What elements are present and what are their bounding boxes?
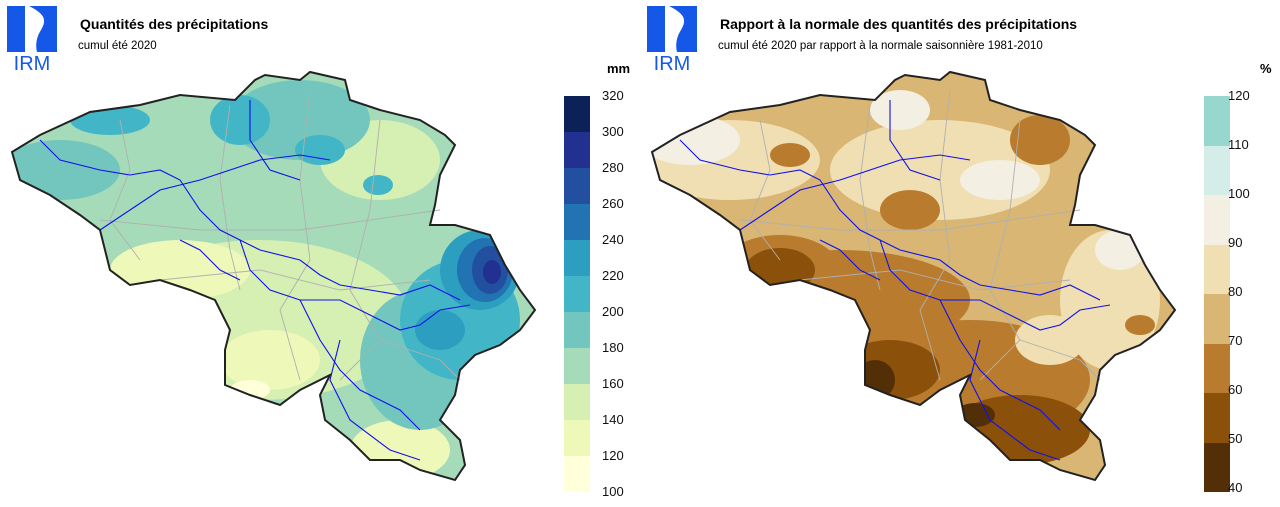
legend-tick: 120 (602, 448, 624, 463)
legend-ticks: 120 110 100 90 80 70 60 50 40 (1228, 88, 1268, 500)
legend-tick: 100 (602, 484, 624, 499)
legend-swatch (1204, 195, 1230, 245)
irm-logo-text: IRM (654, 53, 691, 72)
legend-tick: 50 (1228, 431, 1243, 446)
legend-unit: mm (607, 61, 631, 76)
color-legend (564, 96, 590, 492)
legend-swatch (564, 132, 590, 168)
legend-tick: 40 (1228, 480, 1243, 495)
legend-tick: 220 (602, 268, 624, 283)
legend-swatch (564, 420, 590, 456)
legend-swatch (1204, 96, 1230, 146)
legend-tick: 100 (1228, 186, 1250, 201)
legend-swatch (564, 168, 590, 204)
legend-tick: 200 (602, 304, 624, 319)
legend-swatch (1204, 244, 1230, 294)
legend-unit: % (1260, 61, 1272, 76)
legend-swatch (564, 456, 590, 492)
legend-swatch (1204, 343, 1230, 393)
legend-ticks: 320 300 280 260 240 220 200 180 160 140 … (602, 88, 642, 500)
legend-tick: 240 (602, 232, 624, 247)
ratio-map (651, 71, 1176, 481)
legend-swatch (564, 204, 590, 240)
legend-tick: 280 (602, 160, 624, 175)
legend-tick: 320 (602, 88, 624, 103)
map-title: Rapport à la normale des quantités des p… (720, 16, 1078, 32)
legend-tick: 140 (602, 412, 624, 427)
map-subtitle: cumul été 2020 (78, 40, 157, 52)
legend-tick: 120 (1228, 88, 1250, 103)
legend-tick: 180 (602, 340, 624, 355)
legend-tick: 60 (1228, 382, 1243, 397)
irm-logo: IRM (647, 6, 697, 72)
legend-swatch (564, 312, 590, 348)
ratio-panel: IRM Rapport à la normale des quantités d… (640, 0, 1280, 507)
irm-logo: IRM (7, 6, 57, 72)
precipitation-map (11, 71, 536, 481)
map-title: Quantités des précipitations (80, 16, 269, 32)
legend-swatch (1204, 442, 1230, 492)
legend-tick: 90 (1228, 235, 1243, 250)
legend-swatch (564, 96, 590, 132)
legend-tick: 260 (602, 196, 624, 211)
legend-tick: 110 (1228, 137, 1249, 152)
legend-tick: 160 (602, 376, 624, 391)
legend-tick: 70 (1228, 333, 1243, 348)
legend-swatch (1204, 294, 1230, 344)
precipitation-panel: IRM Quantités des précipitations cumul é… (7, 6, 642, 500)
legend-swatch (1204, 393, 1230, 443)
legend-swatch (564, 276, 590, 312)
color-legend (1204, 96, 1230, 492)
legend-swatch (564, 240, 590, 276)
legend-swatch (564, 384, 590, 420)
legend-swatch (564, 348, 590, 384)
map-subtitle: cumul été 2020 par rapport à la normale … (718, 40, 1043, 52)
irm-logo-text: IRM (14, 53, 51, 72)
legend-tick: 300 (602, 124, 624, 139)
legend-swatch (1204, 145, 1230, 195)
legend-tick: 80 (1228, 284, 1243, 299)
